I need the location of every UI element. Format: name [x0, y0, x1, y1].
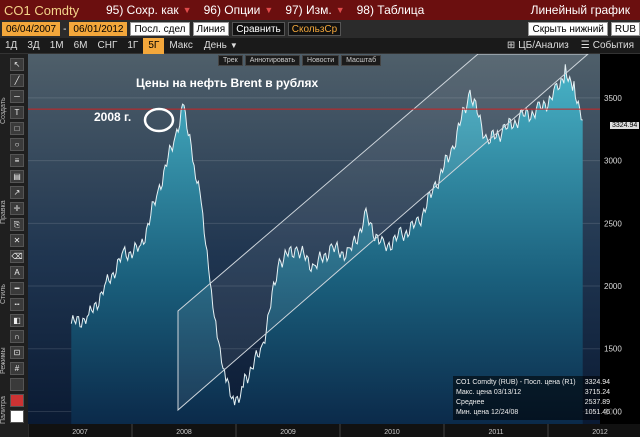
grid-tool-icon[interactable]: # [10, 362, 24, 375]
chart-icon: ⊞ [506, 40, 516, 51]
x-tick-label: 2007 [72, 429, 88, 436]
pointer-tool-icon[interactable]: ↖ [10, 58, 24, 71]
peak-circle-annotation [143, 107, 175, 133]
chevron-down-icon: ▼ [264, 5, 274, 15]
period-3d[interactable]: 3Д [27, 39, 40, 51]
legend-row: Среднее 2537.89 [456, 399, 610, 406]
y-tick-label: 3000 [604, 157, 622, 166]
y-tick-label: 2000 [604, 282, 622, 291]
period-ytd[interactable]: СНГ [97, 39, 118, 51]
period-6m[interactable]: 6М [73, 39, 88, 51]
price-line [70, 64, 583, 406]
period-toolbar: 1Д 3Д 1М 6М СНГ 1Г 5Г Макс День ▼ ⊞ ЦБ/Ана… [0, 37, 640, 54]
drawing-tools-strip: Создать Правка Стиль Режимы Палитра ↖ ╱ … [0, 54, 28, 437]
chart-title: Цены на нефть Brent в рублях [136, 76, 319, 90]
x-axis-band [28, 424, 640, 437]
tools-create-label: Создать [0, 97, 7, 124]
start-date-field[interactable]: 06/04/2007 [2, 22, 61, 36]
interval-select[interactable]: День ▼ [203, 40, 238, 51]
font-tool-icon[interactable]: A [10, 266, 24, 279]
tab-track[interactable]: Трек [218, 55, 243, 66]
menu-table[interactable]: 98) Таблица [356, 3, 425, 17]
legend-row: CO1 Comdty (RUB) - Посл. цена (R1) 3324.9… [456, 379, 610, 386]
chevron-down-icon: ▼ [182, 5, 192, 15]
palette-red-icon[interactable] [10, 378, 24, 391]
color-tool-icon[interactable]: ◧ [10, 314, 24, 327]
tab-annotate[interactable]: Аннотировать [244, 55, 301, 66]
line-style-tool-icon[interactable]: ┅ [10, 298, 24, 311]
tab-news[interactable]: Новости [302, 55, 340, 66]
title-bar: CO1 Comdty 95) Сохр. как ▼ 96) Опции ▼ 97)… [0, 0, 640, 20]
tools-palette-label: Палитра [0, 396, 7, 424]
delete-tool-icon[interactable]: ✕ [10, 234, 24, 247]
tools-modes-label: Режимы [0, 347, 7, 374]
x-axis-ticks: 2007 2008 2009 2010 2011 2012 [28, 424, 640, 437]
tools-edit-label: Правка [0, 200, 7, 224]
compare-field[interactable]: Сравнить [232, 22, 285, 36]
currency-select[interactable]: RUB [610, 22, 640, 36]
palette-white-icon[interactable] [10, 410, 24, 423]
chart-legend: CO1 Comdty (RUB) - Посл. цена (R1) 3324.9… [453, 376, 613, 420]
price-area [71, 64, 583, 425]
annotation-2008: 2008 г. [94, 110, 132, 124]
select-tool-icon[interactable]: ✛ [10, 202, 24, 215]
line-tool-icon[interactable]: ╱ [10, 74, 24, 87]
eraser-tool-icon[interactable]: ⌫ [10, 250, 24, 263]
rect-tool-icon[interactable]: □ [10, 122, 24, 135]
arrow-tool-icon[interactable]: ↗ [10, 186, 24, 199]
period-1y[interactable]: 1Г [127, 39, 139, 51]
channel-tool-icon[interactable]: ≡ [10, 154, 24, 167]
tab-zoom[interactable]: Масштаб [341, 55, 382, 66]
ticker-label[interactable]: CO1 Comdty [4, 2, 80, 18]
chart-area[interactable]: 1000 1500 2000 2500 3000 3500 2007 2008 2009 201… [28, 54, 640, 437]
period-1d[interactable]: 1Д [5, 39, 18, 51]
chart-tabs: Трек Аннотировать Новости Масштаб [218, 55, 382, 66]
ellipse-tool-icon[interactable]: ○ [10, 138, 24, 151]
parameters-bar: 06/04/2007 - 06/01/2012 Посл. сдел Линия… [0, 20, 640, 38]
end-date-field[interactable]: 06/01/2012 [69, 22, 128, 36]
x-tick-label: 2011 [488, 429, 503, 436]
palette-color-icon[interactable] [10, 394, 24, 407]
price-type-select[interactable]: Посл. сдел [130, 22, 190, 36]
period-5y[interactable]: 5Г [143, 37, 165, 54]
date-separator: - [63, 23, 67, 35]
chart-type-select[interactable]: Линия [192, 22, 230, 36]
tools-style-label: Стиль [0, 284, 7, 304]
trend-channel [177, 54, 589, 412]
menu-edit[interactable]: 97) Изм. ▼ [285, 3, 345, 17]
text-tool-icon[interactable]: T [10, 106, 24, 119]
last-price-tag: 3324.94 [610, 122, 640, 129]
line-width-tool-icon[interactable]: ━ [10, 282, 24, 295]
analysis-button[interactable]: ⊞ ЦБ/Анализ [506, 40, 569, 51]
y-tick-label: 2500 [604, 219, 622, 228]
lock-tool-icon[interactable]: ⊡ [10, 346, 24, 359]
legend-row: Мин. цена 12/24/08 1051.46 [456, 409, 610, 416]
y-tick-label: 1000 [604, 407, 622, 416]
moving-average-field[interactable]: СкользСр [287, 22, 342, 36]
x-tick-label: 2009 [280, 429, 296, 436]
period-max[interactable]: Макс [169, 39, 193, 51]
x-tick-label: 2008 [176, 429, 192, 436]
chart-type-title: Линейный график [530, 3, 630, 17]
chevron-down-icon: ▼ [229, 41, 238, 50]
menu-options[interactable]: 96) Опции ▼ [203, 3, 274, 17]
y-tick-label: 1500 [604, 345, 622, 354]
x-tick-label: 2010 [384, 429, 400, 436]
price-chart[interactable]: 1000 1500 2000 2500 3000 3500 2007 2008 2009 201… [28, 54, 640, 437]
chevron-down-icon: ▼ [335, 5, 345, 15]
events-icon: ☰ [580, 40, 590, 51]
copy-tool-icon[interactable]: ⎘ [10, 218, 24, 231]
legend-row: Макс. цена 03/13/12 3715.24 [456, 389, 610, 396]
x-tick-label: 2012 [592, 429, 608, 436]
axis-mode-select[interactable]: Скрыть нижний [528, 22, 608, 36]
y-tick-label: 3500 [604, 94, 622, 103]
hline-tool-icon[interactable]: ─ [10, 90, 24, 103]
fib-tool-icon[interactable]: ▤ [10, 170, 24, 183]
period-1m[interactable]: 1М [49, 39, 64, 51]
magnet-tool-icon[interactable]: ∩ [10, 330, 24, 343]
menu-save-as[interactable]: 95) Сохр. как ▼ [106, 3, 192, 17]
events-button[interactable]: ☰ События [580, 40, 634, 51]
y-axis-ticks: 1000 1500 2000 2500 3000 3500 [604, 94, 622, 417]
